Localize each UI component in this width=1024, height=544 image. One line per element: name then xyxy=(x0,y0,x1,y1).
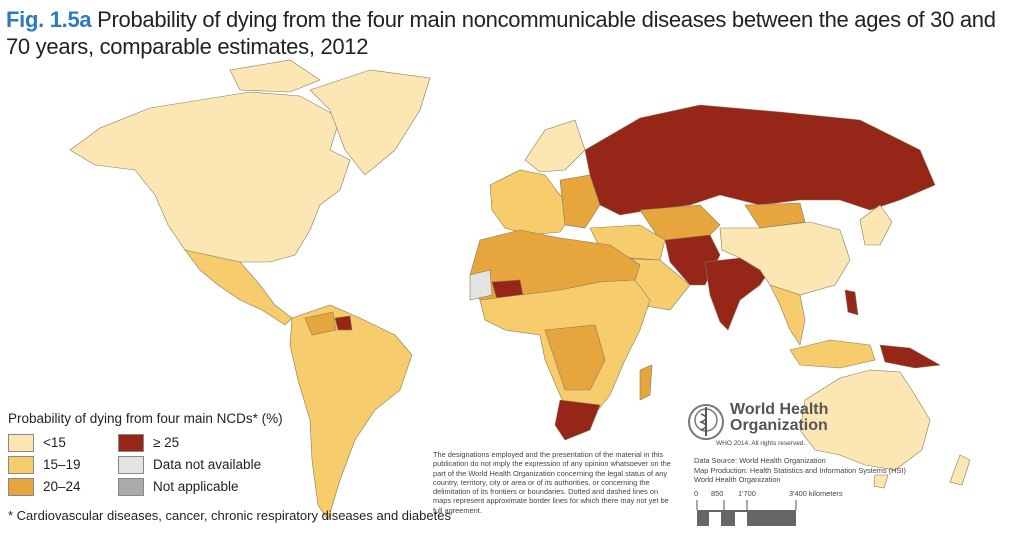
region-scandinavia xyxy=(524,119,586,173)
data-source: Data Source: World Health Organization xyxy=(694,456,826,465)
legend-item: Not applicable xyxy=(118,478,268,496)
legend-item: Data not available xyxy=(118,456,268,474)
region-new-zealand xyxy=(949,454,971,486)
region-korea-japan xyxy=(859,204,893,246)
legend-label: Not applicable xyxy=(153,479,239,494)
region-guyana xyxy=(334,315,353,331)
figure-title: Fig. 1.5a Probability of dying from the … xyxy=(6,6,1016,60)
region-madagascar xyxy=(639,364,653,401)
legend-footnote: * Cardiovascular diseases, cancer, chron… xyxy=(8,508,451,523)
figure-label: Fig. 1.5a xyxy=(6,7,92,32)
legend-swatch xyxy=(8,434,34,452)
scale-bar-graphic xyxy=(696,500,797,526)
map-legend: Probability of dying from four main NCDs… xyxy=(8,411,283,496)
region-canada-usa xyxy=(69,91,351,263)
region-greenland xyxy=(309,69,431,176)
legend-label: Data not available xyxy=(153,457,262,472)
who-logo: World Health Organization WHO 2014, All … xyxy=(686,402,836,450)
who-name: World Health Organization xyxy=(730,402,828,434)
region-southeast-asia xyxy=(769,284,806,346)
source-org: World Health Organization xyxy=(694,475,781,484)
disclaimer-text: The designations employed and the presen… xyxy=(433,450,671,515)
region-papua-new-guinea xyxy=(879,344,941,369)
legend-label: 20–24 xyxy=(43,479,81,494)
legend-item: ≥ 25 xyxy=(118,434,268,452)
region-western-sahara xyxy=(469,269,493,301)
source-info: Data Source: World Health Organization M… xyxy=(694,456,906,485)
who-rights: WHO 2014, All rights reserved. xyxy=(716,440,806,447)
region-tasmania xyxy=(873,474,889,489)
region-indonesia xyxy=(789,339,876,369)
legend-swatch xyxy=(118,478,144,496)
scale-tick-label: 850 xyxy=(711,489,724,498)
who-name-line1: World Health xyxy=(730,401,829,418)
region-central-africa xyxy=(544,324,606,391)
who-name-line2: Organization xyxy=(730,417,828,434)
region-australia xyxy=(799,369,931,471)
legend-swatch xyxy=(118,434,144,452)
scale-tick-label: 3'400 kilometers xyxy=(789,489,843,498)
region-mongolia xyxy=(744,202,806,229)
legend-item: 20–24 xyxy=(8,478,118,496)
scale-tick-label: 0 xyxy=(694,489,699,498)
region-china xyxy=(719,221,851,296)
legend-swatch xyxy=(8,478,34,496)
scale-tick-label: 1'700 xyxy=(738,489,756,498)
legend-label: <15 xyxy=(43,435,66,450)
legend-swatch xyxy=(8,456,34,474)
region-afghanistan-pakistan xyxy=(664,234,721,286)
region-south-america xyxy=(289,304,413,521)
region-south-africa xyxy=(554,399,601,441)
region-venezuela xyxy=(304,311,337,336)
region-mexico-central-america xyxy=(184,249,293,326)
who-emblem-icon xyxy=(688,404,724,440)
legend-title: Probability of dying from four main NCDs… xyxy=(8,411,283,426)
legend-label: 15–19 xyxy=(43,457,81,472)
region-eastern-europe xyxy=(559,174,601,229)
region-canada-islands xyxy=(229,59,321,93)
legend-item: <15 xyxy=(8,434,118,452)
legend-item: 15–19 xyxy=(8,456,118,474)
figure-title-text: Probability of dying from the four main … xyxy=(6,7,996,59)
legend-swatch xyxy=(118,456,144,474)
region-russia xyxy=(584,104,936,216)
region-philippines xyxy=(844,289,859,316)
map-production: Map Production: Health Statistics and In… xyxy=(694,465,906,475)
legend-label: ≥ 25 xyxy=(153,435,180,450)
